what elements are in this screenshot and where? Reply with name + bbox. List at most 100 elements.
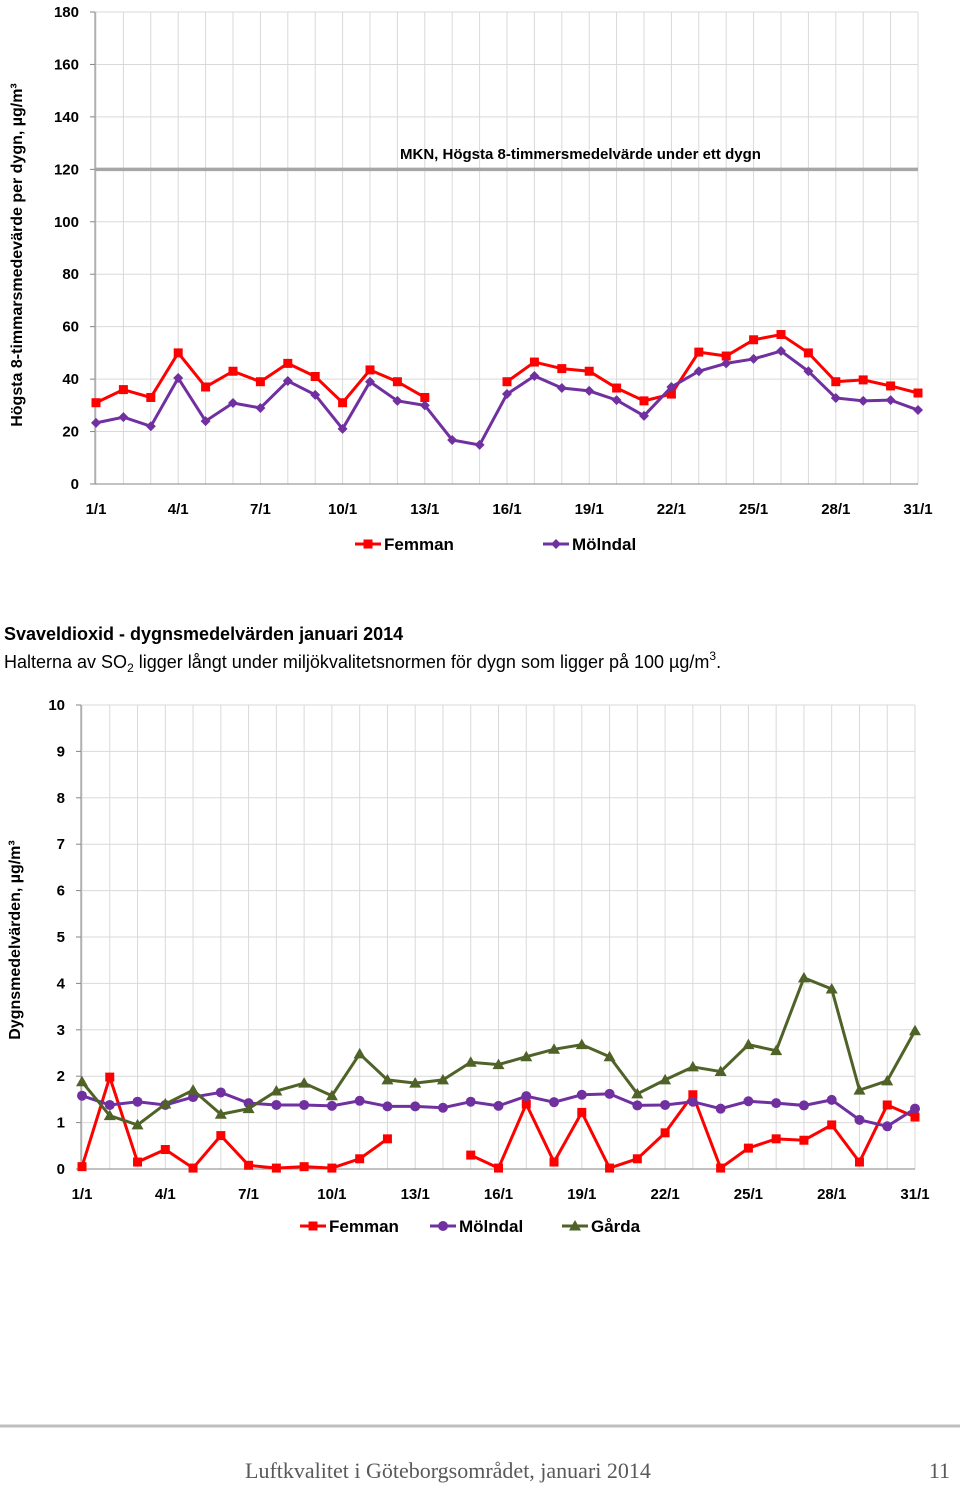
y-tick-label: 8	[57, 790, 65, 807]
x-tick-label: 22/1	[657, 501, 686, 518]
y-tick-label: 160	[54, 56, 79, 73]
y-tick-label: 7	[57, 836, 65, 853]
legend-label: Femman	[384, 535, 454, 554]
marker	[854, 1157, 864, 1167]
x-tick-label: 7/1	[238, 1186, 259, 1203]
marker	[831, 377, 841, 387]
x-tick-label: 31/1	[903, 501, 932, 518]
paragraph: Halterna av SO2 ligger långt under miljö…	[4, 649, 721, 675]
marker	[666, 381, 677, 392]
marker	[886, 381, 896, 391]
y-tick-label: 1	[57, 1115, 65, 1132]
marker	[420, 392, 430, 402]
marker	[173, 348, 183, 358]
marker	[910, 1112, 920, 1122]
marker	[743, 1143, 753, 1153]
marker	[913, 405, 923, 416]
marker	[549, 1157, 559, 1167]
x-tick-label: 16/1	[492, 501, 521, 518]
marker	[797, 971, 810, 983]
marker	[910, 1103, 920, 1114]
x-tick-label: 25/1	[734, 1186, 763, 1203]
marker	[575, 1038, 588, 1050]
marker	[577, 1107, 587, 1117]
paragraph-part: ligger långt under miljökvalitetsnormen …	[134, 652, 710, 672]
marker	[556, 383, 567, 394]
legend-marker	[438, 1221, 448, 1231]
y-tick-label: 0	[57, 1161, 65, 1178]
marker	[255, 402, 266, 413]
marker	[803, 366, 814, 377]
marker	[228, 397, 238, 408]
marker	[76, 1075, 88, 1087]
marker	[133, 1157, 143, 1167]
x-tick-label: 28/1	[817, 1186, 846, 1203]
y-tick-label: 4	[57, 975, 66, 992]
marker	[603, 1050, 616, 1062]
marker	[715, 1103, 726, 1114]
marker	[666, 389, 676, 399]
marker	[885, 395, 896, 406]
x-tick-label: 10/1	[317, 1186, 346, 1203]
series-line	[80, 1072, 389, 1171]
marker	[214, 1108, 227, 1119]
x-tick-label: 31/1	[900, 1186, 929, 1203]
chart: 1/1 4/1 7/1 10/1 13/1 16/1 19/1 22/1 25/1 28/1 31/…	[7, 697, 930, 1236]
marker	[466, 1150, 476, 1160]
marker	[748, 353, 759, 364]
marker	[584, 385, 595, 396]
marker	[611, 395, 622, 406]
marker	[771, 1134, 781, 1144]
marker	[310, 389, 321, 400]
marker	[159, 1098, 172, 1109]
y-tick-label: 40	[62, 371, 79, 388]
marker	[447, 434, 458, 445]
marker	[686, 1060, 699, 1072]
y-tick-label: 120	[54, 161, 79, 178]
marker	[694, 347, 704, 357]
marker	[298, 1077, 311, 1088]
marker	[215, 1087, 226, 1098]
marker	[521, 1099, 531, 1109]
marker	[173, 373, 184, 384]
marker	[216, 1131, 226, 1141]
marker	[632, 1100, 643, 1111]
marker	[721, 351, 731, 361]
marker	[858, 375, 868, 385]
y-tick-label: 3	[57, 1022, 65, 1039]
marker	[353, 1047, 366, 1059]
legend-label: Femman	[329, 1217, 399, 1236]
marker	[909, 1024, 921, 1036]
marker	[771, 1098, 782, 1109]
y-axis-label: Högsta 8-timmarsmedevärde per dygn, µg/m…	[9, 83, 26, 427]
x-tick-label: 22/1	[650, 1186, 679, 1203]
marker	[502, 377, 512, 387]
marker	[392, 395, 403, 406]
marker	[521, 1091, 532, 1102]
marker	[160, 1145, 170, 1155]
marker	[721, 358, 732, 369]
y-tick-label: 80	[62, 266, 79, 283]
x-tick-label: 1/1	[86, 501, 107, 518]
marker	[270, 1085, 283, 1096]
marker	[201, 382, 211, 392]
x-tick-label: 13/1	[410, 501, 439, 518]
marker	[825, 982, 838, 994]
marker	[882, 1121, 893, 1132]
marker	[104, 1099, 115, 1110]
marker	[798, 1100, 809, 1111]
y-tick-label: 100	[54, 214, 79, 231]
marker	[604, 1088, 615, 1099]
marker	[549, 1097, 560, 1108]
marker	[244, 1160, 254, 1170]
legend-label: Gårda	[591, 1217, 641, 1236]
marker	[310, 371, 320, 381]
marker	[382, 1134, 392, 1144]
marker	[882, 1100, 892, 1110]
marker	[337, 423, 348, 434]
marker	[493, 1100, 504, 1111]
marker	[776, 346, 786, 357]
marker	[853, 1084, 866, 1095]
marker	[436, 1073, 449, 1085]
